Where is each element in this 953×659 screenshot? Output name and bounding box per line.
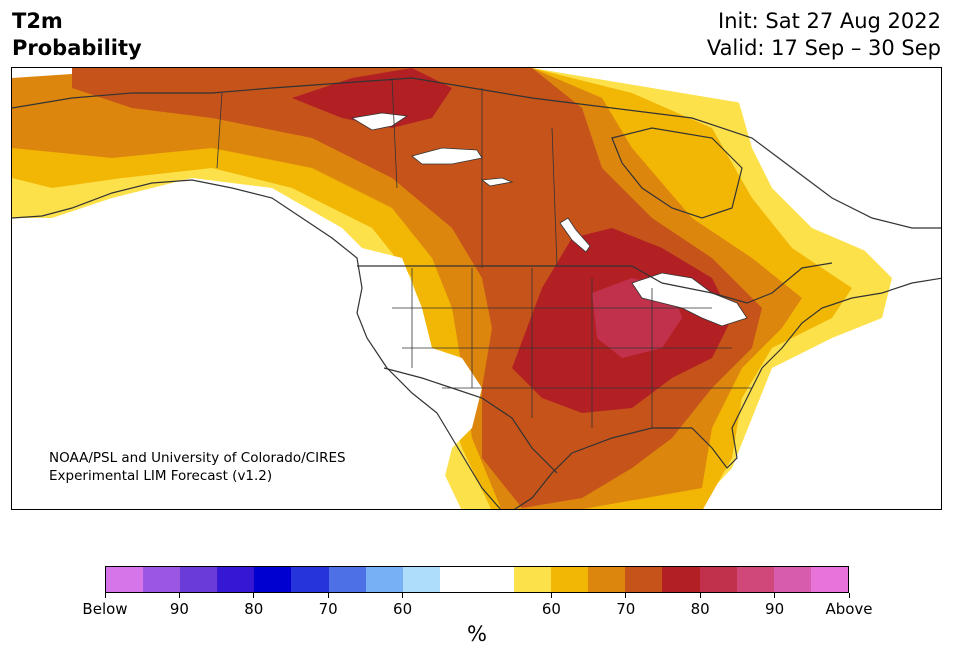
colorbar-segment xyxy=(810,567,848,592)
colorbar-segment xyxy=(254,567,292,592)
shade-neutral-west xyxy=(12,218,482,509)
colorbar-segment xyxy=(402,567,440,592)
colorbar-segment xyxy=(736,567,774,592)
shade-above-80-north xyxy=(292,68,452,128)
colorbar-tick-mark xyxy=(178,593,180,598)
colorbar-segment xyxy=(625,567,663,592)
probability-shading xyxy=(12,68,941,509)
hudson-bay-coastline xyxy=(611,127,743,219)
colorbar-tick-label: 80 xyxy=(244,600,264,618)
canadian-provinces xyxy=(216,77,558,268)
great-lakes xyxy=(631,272,748,327)
colorbar-segment xyxy=(106,567,144,592)
colorbar-tick-label: 80 xyxy=(690,600,710,618)
colorbar-tick-label: 60 xyxy=(393,600,413,618)
credit-line-2: Experimental LIM Forecast (v1.2) xyxy=(49,468,273,484)
colorbar-tick-mark xyxy=(550,593,552,598)
colorbar-tick-mark xyxy=(848,593,850,598)
init-date: Init: Sat 27 Aug 2022 xyxy=(718,9,941,33)
colorbar-tick-label: Below xyxy=(82,600,128,618)
great-slave-lake xyxy=(350,112,409,131)
valid-period: Valid: 17 Sep – 30 Sep xyxy=(706,36,941,60)
colorbar-tick-mark xyxy=(774,593,776,598)
colorbar-tick-label: 70 xyxy=(318,600,338,618)
us-canada-border xyxy=(357,262,833,304)
gulf-coastline xyxy=(513,367,763,509)
probability-colorbar xyxy=(105,566,849,593)
colorbar-segment xyxy=(439,567,477,592)
colorbar-tick-mark xyxy=(699,593,701,598)
colorbar-tick-mark xyxy=(253,593,255,598)
credit-line-1: NOAA/PSL and University of Colorado/CIRE… xyxy=(49,450,346,466)
colorbar-tick-label: 90 xyxy=(169,600,189,618)
map-title: T2m Probability xyxy=(12,8,142,62)
colorbar-segment xyxy=(476,567,515,592)
title-type: Probability xyxy=(12,36,142,60)
lake-winnipeg xyxy=(559,217,591,253)
shade-neutral-east xyxy=(732,68,941,268)
colorbar-segment xyxy=(291,567,329,592)
forecast-map xyxy=(11,67,942,510)
lakes xyxy=(350,112,748,327)
colorbar-segment xyxy=(180,567,218,592)
colorbar-segment xyxy=(365,567,403,592)
colorbar-segment xyxy=(328,567,366,592)
colorbar-segment xyxy=(699,567,737,592)
atlantic-coastline xyxy=(761,277,941,369)
map-canvas xyxy=(12,68,941,509)
colorbar-tick-mark xyxy=(104,593,106,598)
us-states xyxy=(392,268,752,428)
arctic-coastline xyxy=(12,77,941,229)
title-variable: T2m xyxy=(12,9,63,33)
colorbar-tick-label: Above xyxy=(825,600,873,618)
forecast-dates: Init: Sat 27 Aug 2022 Valid: 17 Sep – 30… xyxy=(707,8,941,62)
colorbar-segment xyxy=(662,567,700,592)
map-credit: NOAA/PSL and University of Colorado/CIRE… xyxy=(49,449,346,485)
colorbar-segment xyxy=(773,567,811,592)
colorbar-segment xyxy=(217,567,255,592)
colorbar-segment xyxy=(588,567,626,592)
colorbar-unit-label: % xyxy=(467,622,487,646)
pacific-coastline xyxy=(12,179,502,509)
coastlines-borders xyxy=(12,77,941,509)
colorbar-segment xyxy=(514,567,552,592)
colorbar-tick-label: 60 xyxy=(541,600,561,618)
colorbar-segment xyxy=(143,567,181,592)
us-mexico-border xyxy=(383,367,558,474)
colorbar-tick-label: 70 xyxy=(616,600,636,618)
colorbar-tick-mark xyxy=(327,593,329,598)
colorbar-tick-label: 90 xyxy=(765,600,785,618)
colorbar-tick-mark xyxy=(402,593,404,598)
colorbar-segment xyxy=(551,567,589,592)
colorbar-tick-mark xyxy=(625,593,627,598)
lake-athabasca xyxy=(480,177,514,187)
